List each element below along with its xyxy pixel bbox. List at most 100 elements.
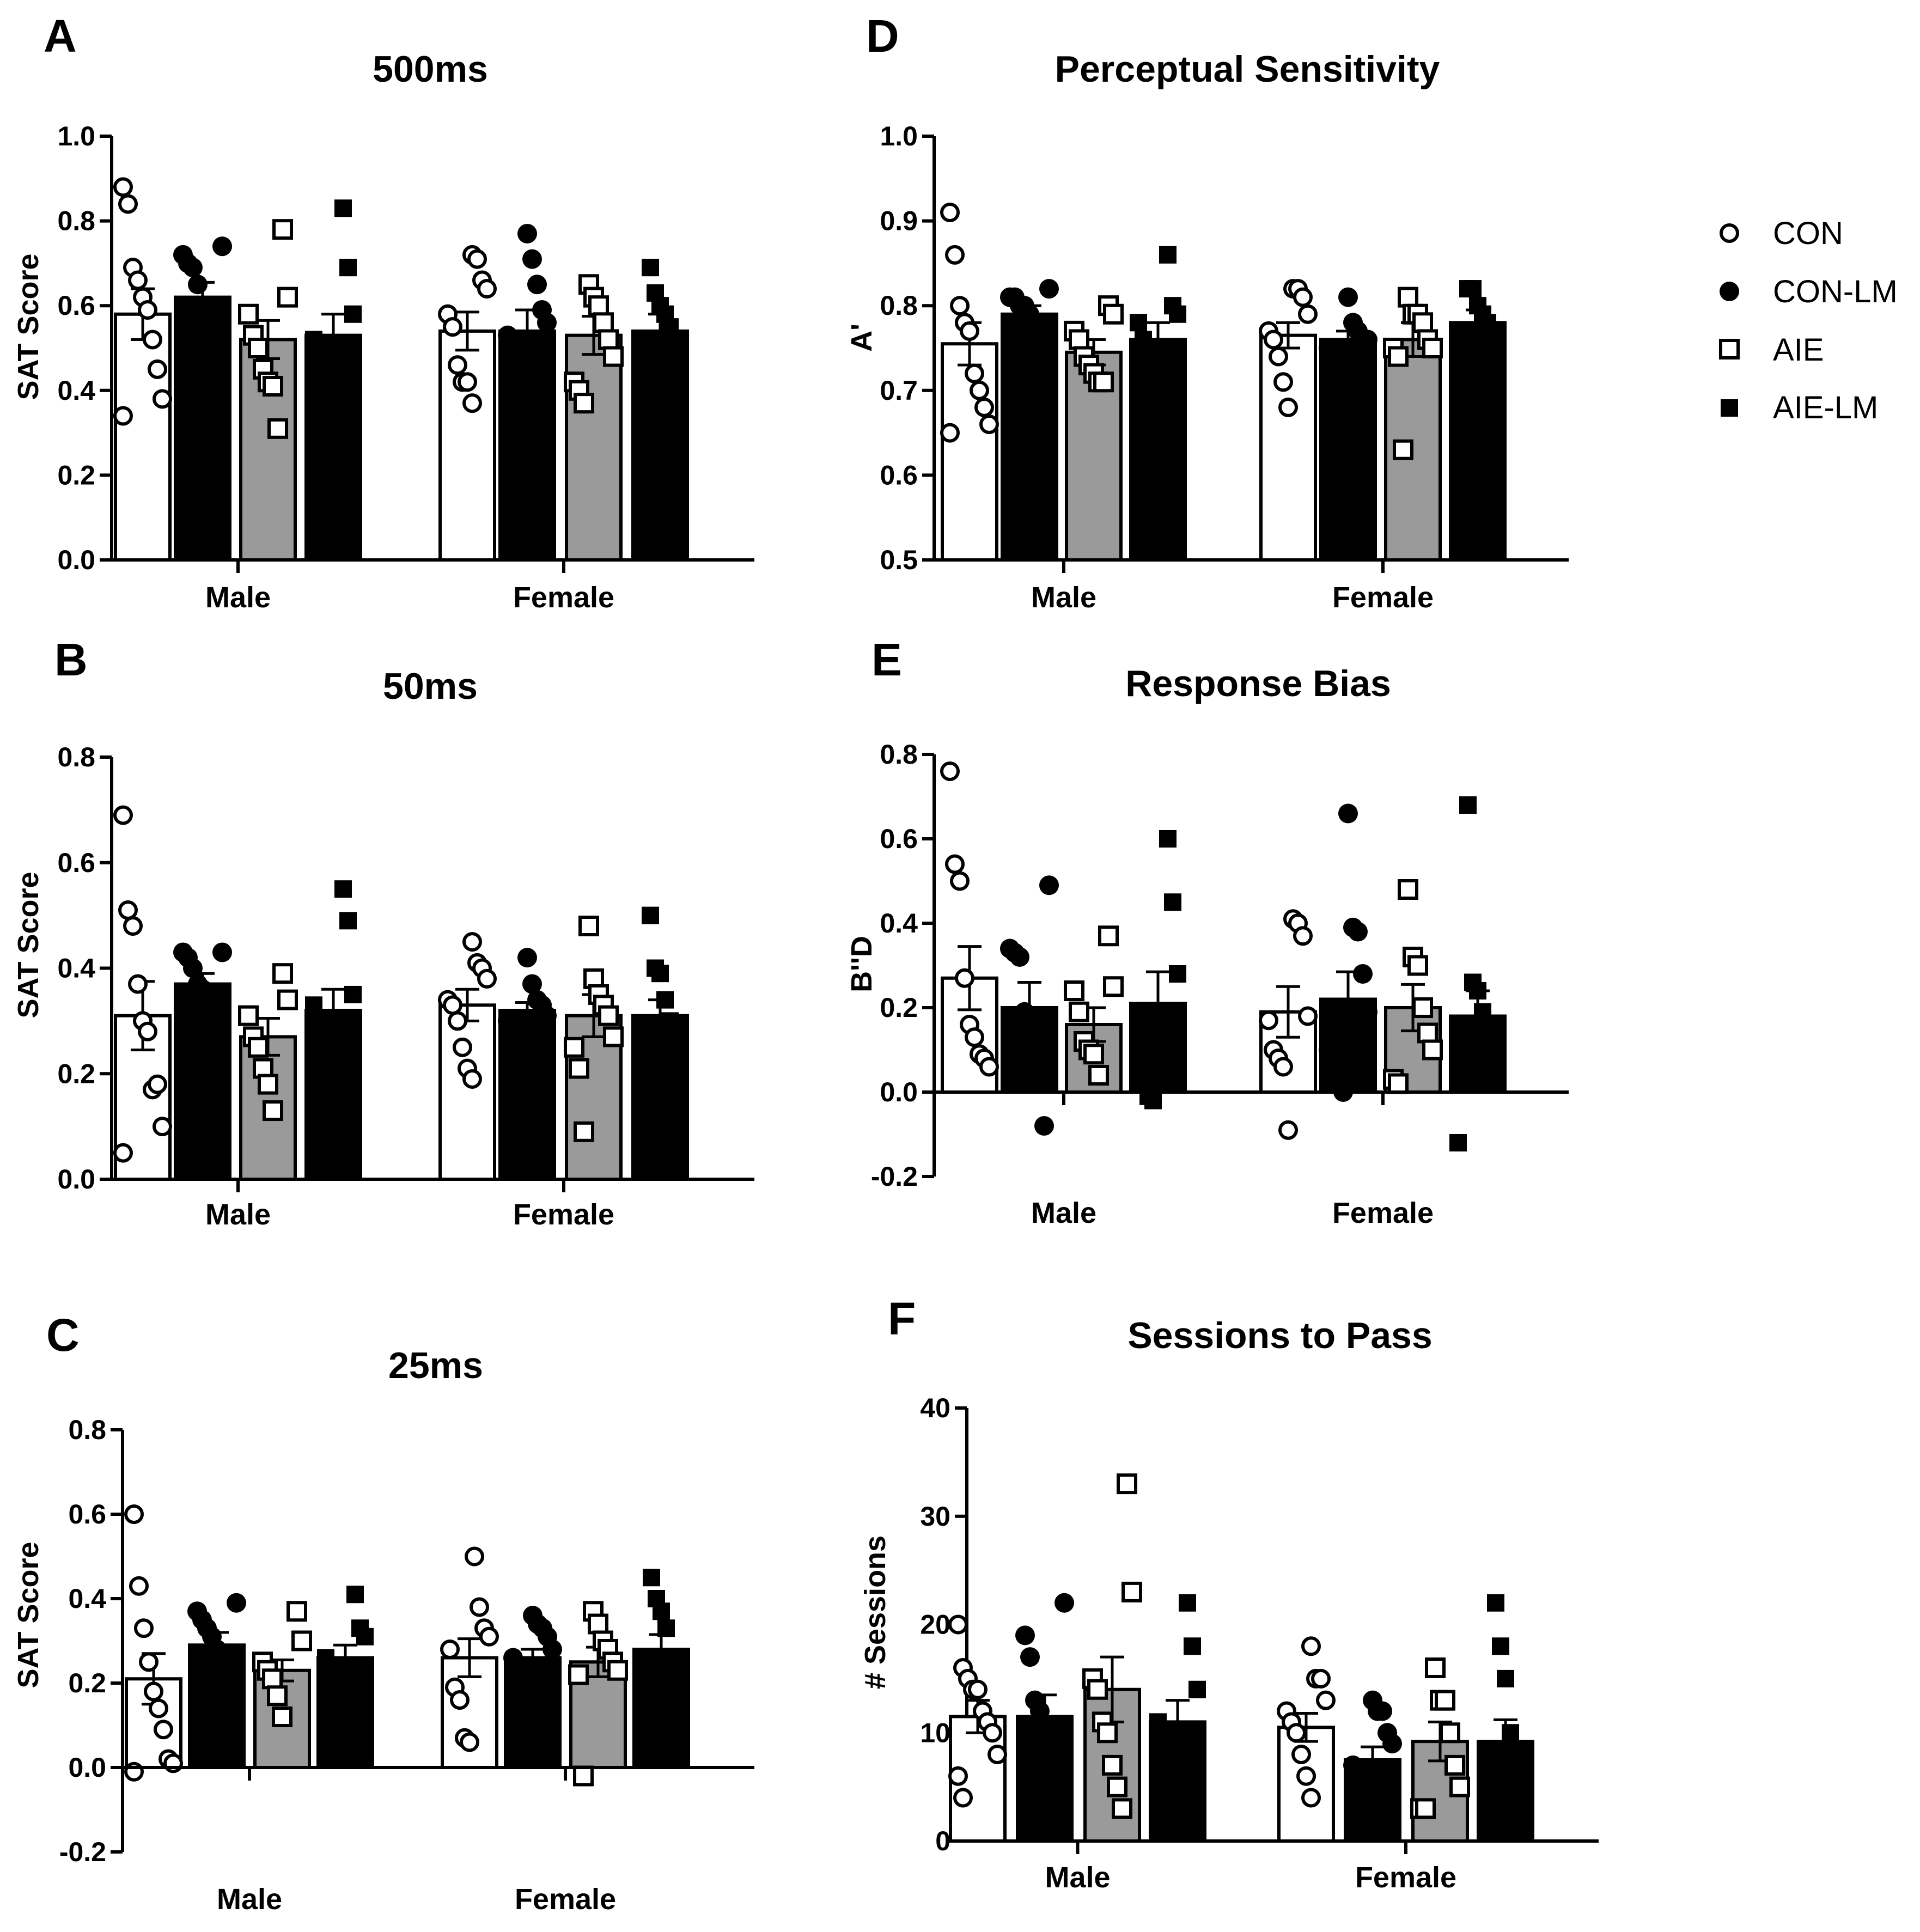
point-con-lm	[498, 325, 517, 345]
y-tick-label: 0.5	[880, 545, 918, 575]
point-con-lm	[503, 346, 522, 367]
point-con-lm	[1034, 363, 1054, 383]
bar-aie-lm	[304, 1009, 362, 1181]
point-aie-lm	[310, 1012, 327, 1030]
point-aie-lm	[344, 305, 362, 323]
point-con-lm	[203, 995, 222, 1015]
bar-con-lm	[1001, 312, 1058, 562]
point-aie-lm	[671, 1044, 688, 1062]
point-con-lm	[522, 249, 542, 269]
point-con	[1298, 304, 1318, 324]
x-category-label: Male	[205, 1198, 271, 1231]
legend-label-con: CON	[1773, 216, 1843, 251]
point-aie	[272, 963, 293, 984]
point-aie	[263, 376, 283, 397]
y-tick-label: 0.6	[57, 290, 95, 321]
panel-letter-C: C	[46, 1309, 80, 1361]
y-tick-label: 40	[920, 1393, 950, 1423]
point-con	[1298, 1006, 1318, 1026]
point-aie	[588, 1613, 608, 1635]
point-con-lm	[1045, 1766, 1064, 1786]
point-aie-lm	[1135, 1062, 1152, 1080]
panel-letter-A: A	[44, 10, 77, 62]
point-con	[467, 249, 487, 269]
point-con	[945, 854, 965, 874]
point-aie-lm	[1144, 1092, 1162, 1110]
point-con	[1301, 1636, 1321, 1656]
point-aie	[578, 916, 599, 936]
point-aie-lm	[310, 339, 327, 357]
bar-con	[438, 1003, 496, 1181]
y-tick-label: 0.4	[57, 953, 95, 984]
point-con-lm	[527, 275, 547, 295]
y-tick-label: 1.0	[880, 121, 918, 151]
y-tick-label: 0	[935, 1826, 950, 1856]
point-con-lm	[1039, 279, 1059, 299]
panel-D: D Perceptual Sensitivity A' 0.5 0.6 0.7 0.8…	[845, 10, 1569, 614]
point-con-lm	[1015, 1002, 1034, 1022]
point-aie	[598, 329, 619, 350]
point-aie-lm	[334, 880, 352, 898]
point-con	[950, 871, 970, 891]
point-aie-lm	[642, 906, 659, 924]
bar-con	[114, 312, 172, 562]
point-aie	[564, 1037, 584, 1058]
point-con	[1273, 372, 1293, 392]
point-con	[965, 363, 984, 383]
point-aie	[569, 1058, 589, 1079]
point-aie	[262, 1668, 283, 1690]
point-aie	[1102, 1754, 1123, 1776]
point-con-lm	[1029, 1057, 1049, 1077]
point-con	[979, 1057, 999, 1077]
point-con	[940, 203, 960, 223]
point-con	[153, 1117, 172, 1137]
point-aie-lm	[651, 965, 669, 983]
point-aie-lm	[1169, 1789, 1186, 1807]
point-con	[1293, 926, 1313, 946]
point-con-lm	[1030, 1701, 1050, 1721]
point-con	[945, 245, 965, 265]
point-con	[950, 296, 970, 316]
point-con-lm	[1382, 1734, 1402, 1754]
point-con	[1269, 346, 1288, 367]
point-con	[940, 761, 960, 781]
point-con-lm	[1333, 363, 1353, 383]
point-con-lm	[208, 359, 227, 379]
point-aie	[1425, 1657, 1446, 1678]
point-con	[149, 1698, 168, 1718]
point-con-lm	[518, 1707, 538, 1727]
point-con-lm	[1039, 875, 1059, 895]
point-aie	[1417, 1022, 1438, 1044]
point-aie	[1412, 997, 1433, 1018]
point-aie	[277, 989, 298, 1010]
y-tick-label: 0.8	[57, 206, 95, 236]
point-con-lm	[1010, 947, 1029, 967]
point-aie	[1449, 1776, 1470, 1797]
point-con	[1264, 330, 1283, 350]
y-axis-label-B: SAT Score	[12, 871, 45, 1018]
point-aie	[248, 338, 269, 358]
plot-area-B: 0.0 0.2 0.4 0.6 0.8 Male Female	[57, 742, 754, 1231]
point-aie	[1112, 1798, 1132, 1819]
legend-marker-con-lm	[1720, 282, 1739, 301]
panel-A: A 500ms SAT Score 0.0 0.2 0.4 0.6 0.8 1.0 Male…	[12, 10, 754, 614]
point-con-lm	[513, 1681, 533, 1702]
point-aie-lm	[1169, 305, 1186, 323]
point-aie-lm	[339, 912, 357, 930]
point-aie	[1422, 338, 1443, 358]
point-aie	[272, 219, 293, 240]
point-con-lm	[1050, 1788, 1069, 1808]
point-con	[113, 406, 133, 426]
point-aie-lm	[1139, 339, 1157, 357]
point-con	[1287, 1723, 1306, 1743]
point-con	[953, 1788, 973, 1808]
point-con-lm	[1358, 330, 1377, 350]
point-aie-lm	[346, 1586, 364, 1604]
point-aie	[573, 1765, 594, 1787]
y-axis-label-E: B''D	[845, 936, 878, 992]
panel-letter-B: B	[54, 634, 88, 685]
point-aie	[267, 1685, 288, 1707]
point-aie-lm	[638, 1691, 655, 1709]
point-aie-lm	[1454, 390, 1472, 408]
